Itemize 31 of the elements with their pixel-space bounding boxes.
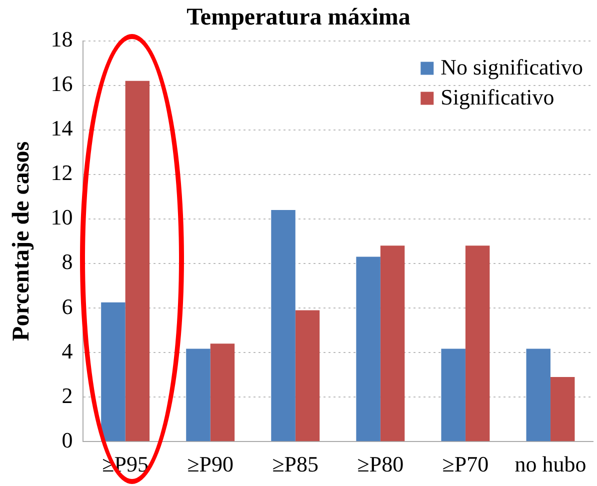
x-tick-label: ≥P85: [272, 452, 319, 477]
bar: [295, 310, 320, 442]
bar: [441, 348, 466, 442]
y-tick-label: 8: [62, 249, 73, 274]
y-tick-label: 2: [62, 382, 73, 408]
y-axis-title: Porcentaje de casos: [8, 141, 35, 341]
y-tick-label: 6: [62, 294, 73, 319]
bar: [210, 344, 235, 442]
bar: [380, 246, 405, 442]
y-tick-label: 16: [50, 71, 73, 96]
y-tick-label: 18: [50, 26, 73, 52]
y-tick-label: 0: [62, 427, 73, 452]
x-tick-label: ≥P90: [187, 452, 234, 477]
x-tick-label: ≥P70: [442, 452, 489, 477]
legend-label: No significativo: [440, 54, 584, 80]
x-tick-label: no hubo: [514, 452, 586, 477]
bar: [271, 210, 296, 442]
legend-label: Significativo: [440, 84, 554, 110]
y-tick-label: 4: [62, 338, 73, 364]
bar: [465, 246, 490, 442]
y-tick-label: 10: [50, 204, 73, 230]
bar: [101, 302, 126, 442]
chart-title: Temperatura máxima: [186, 4, 410, 31]
y-tick-label: 12: [50, 160, 73, 186]
x-tick-label: ≥P80: [357, 452, 404, 477]
bar: [186, 348, 210, 442]
bar: [125, 80, 150, 442]
bar: [526, 348, 550, 442]
bar: [550, 377, 575, 442]
y-tick-label: 14: [50, 116, 73, 141]
bar: [356, 256, 380, 442]
